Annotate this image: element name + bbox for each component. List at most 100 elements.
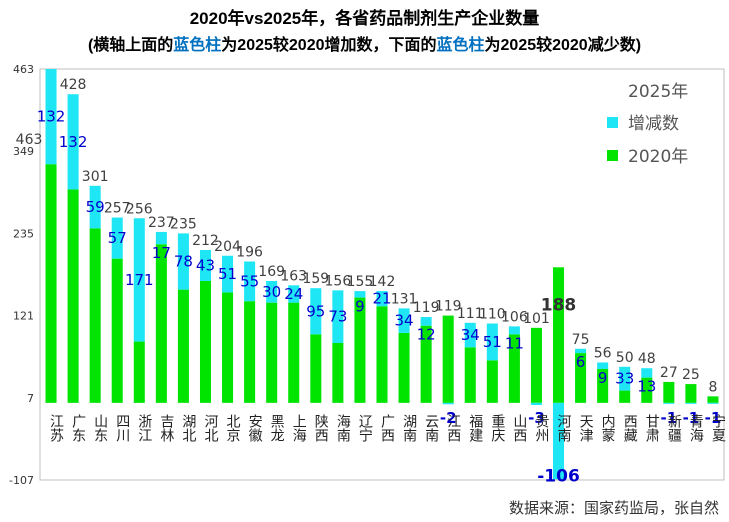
change-value-label: 34 (461, 326, 480, 344)
subtitle-part: 为2025较2020增加数，下面的 (221, 37, 437, 54)
bar-change-increase (310, 288, 322, 335)
change-value-label: 17 (152, 244, 171, 262)
bar-2020 (619, 390, 631, 403)
change-value-label: -106 (537, 466, 580, 486)
total-2025-label: 119 (435, 299, 462, 315)
bar-2020 (222, 292, 234, 403)
category-label: 浙江 (136, 414, 152, 442)
category-label: 青海 (688, 414, 704, 442)
total-2025-label: 257 (104, 201, 131, 217)
bar-change-increase (155, 231, 167, 245)
total-2025-label: 155 (347, 274, 374, 290)
change-value-label: 78 (174, 253, 193, 271)
bar-2020 (553, 267, 565, 403)
change-value-label: 9 (598, 369, 608, 387)
category-label: 甘肃 (644, 414, 660, 442)
change-value-label: -2 (440, 409, 457, 427)
bar-change-increase (641, 368, 653, 378)
total-2025-label: 119 (413, 300, 440, 316)
change-value-label: 51 (218, 265, 237, 283)
category-label: 山西 (511, 414, 527, 442)
category-label: 河北 (202, 414, 218, 443)
subtitle-part: (横轴上面的 (87, 37, 174, 54)
change-value-label: 21 (372, 290, 391, 308)
bar-2020 (199, 280, 211, 403)
change-value-label: 57 (108, 229, 127, 247)
category-label: 内蒙 (600, 414, 616, 442)
bar-change-decrease (553, 402, 565, 480)
plot-frame (39, 68, 725, 481)
bar-2020 (376, 306, 388, 403)
bar-2020 (398, 332, 410, 403)
total-2025-label: 25 (682, 367, 700, 383)
bar-2020 (67, 189, 79, 403)
change-value-label: 33 (615, 370, 634, 388)
bar-change-increase (67, 94, 79, 190)
y-tick-label: -107 (9, 474, 34, 487)
bar-2020 (244, 301, 256, 403)
subtitle-part: 为2025较2020减少数) (484, 37, 642, 54)
bar-change-increase (508, 326, 520, 335)
total-2025-label: 142 (369, 274, 396, 290)
category-label: 安徽 (247, 414, 263, 442)
category-label: 辽宁 (357, 414, 373, 442)
bar-change-increase (222, 255, 234, 293)
bar-change-increase (266, 280, 278, 303)
category-label: 广东 (70, 414, 86, 442)
bar-2020 (89, 228, 101, 403)
bar-change-increase (133, 218, 145, 342)
chart-title: 2020年vs2025年，各省药品制剂生产企业数量 (189, 9, 540, 28)
category-label: 宁夏 (710, 413, 726, 442)
total-2025-label: 101 (523, 311, 550, 327)
change-value-label: 30 (262, 283, 281, 301)
bar-2020 (111, 258, 123, 403)
y-tick-label: 7 (27, 392, 34, 405)
y-tick-label: 121 (13, 310, 34, 323)
data-source: 数据来源：国家药监局，张自然 (508, 499, 719, 517)
total-2025-label: 169 (258, 264, 285, 280)
change-value-label: -3 (528, 409, 545, 427)
change-value-label: 6 (576, 353, 586, 371)
category-label: 四川 (114, 414, 130, 442)
total-2025-label: 428 (60, 77, 87, 93)
bar-2020 (266, 302, 278, 403)
category-label: 山东 (92, 414, 108, 442)
category-label: 黑龙 (269, 414, 285, 442)
bar-2020 (133, 341, 145, 403)
total-2025-label: 27 (660, 365, 678, 381)
bar-2020 (663, 381, 675, 403)
category-label: 河南 (556, 414, 572, 442)
legend-swatch-change (607, 117, 618, 128)
total-2025-label: 212 (192, 233, 219, 249)
total-2025-label: 131 (391, 291, 418, 307)
total-2025-label: 56 (594, 345, 612, 361)
change-value-label: 132 (37, 108, 66, 126)
change-value-label: -1 (705, 409, 722, 427)
change-value-label: 9 (355, 298, 365, 316)
category-label: 新疆 (666, 414, 682, 442)
category-label: 天津 (578, 414, 594, 442)
bar-change-increase (199, 249, 211, 281)
change-value-label: 11 (505, 334, 524, 352)
category-label: 福建 (467, 414, 483, 443)
bar-2020 (155, 244, 167, 403)
bar-2020 (641, 377, 653, 403)
bar-change-decrease (442, 402, 454, 405)
bar-change-increase (177, 233, 189, 290)
change-value-label: 171 (125, 271, 154, 289)
bar-change-increase (420, 317, 432, 326)
bar-change-increase (89, 185, 101, 229)
category-label: 上海 (291, 414, 307, 442)
bar-2020 (707, 396, 719, 403)
change-value-label: 55 (240, 272, 259, 290)
change-value-label: 59 (86, 198, 105, 216)
bar-change-decrease (707, 402, 719, 404)
total-2025-label: 301 (82, 169, 109, 185)
subtitle-highlight: 蓝色柱 (436, 37, 485, 54)
category-label: 重庆 (489, 414, 505, 442)
y-tick-label: 235 (13, 227, 34, 240)
bar-2020 (442, 315, 454, 403)
total-2025-label: 75 (572, 332, 590, 348)
bar-change-decrease (685, 402, 697, 404)
